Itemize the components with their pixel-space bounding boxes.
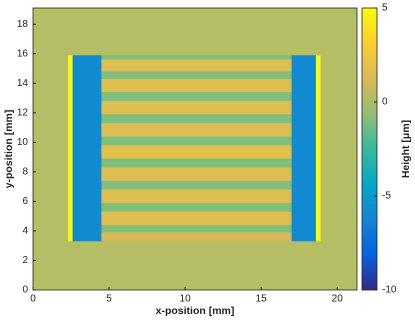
plot-frame	[32, 7, 358, 291]
x-tick-label: 0	[30, 294, 36, 305]
y-tick-label: 4	[22, 226, 28, 237]
y-axis-label: y-position [mm]	[3, 110, 15, 189]
x-tick-label: 5	[106, 294, 112, 305]
y-tick-label: 2	[22, 255, 28, 266]
y-tick-label: 16	[17, 48, 29, 59]
heat-region	[315, 55, 321, 242]
y-tick-label: 10	[17, 137, 29, 148]
colorbar-tick-label: 0	[382, 97, 388, 108]
y-tick-label: 14	[17, 78, 29, 89]
x-tick-label: 20	[332, 294, 344, 305]
colorbar	[361, 7, 378, 291]
heat-region	[72, 55, 102, 242]
colorbar-tick-label: -10	[382, 285, 397, 296]
colorbar-label: Height [μm]	[400, 120, 412, 178]
colorbar-tick-label: 5	[382, 3, 388, 14]
x-tick-label: 10	[180, 294, 192, 305]
y-tick-label: 18	[17, 19, 29, 30]
heat-region	[101, 145, 292, 159]
heat-region	[101, 123, 292, 137]
heat-region	[101, 167, 292, 181]
heat-region	[101, 232, 292, 242]
heat-region	[101, 101, 292, 115]
heat-region	[291, 55, 316, 242]
plot-area	[33, 8, 357, 290]
heat-region	[101, 211, 292, 226]
x-axis-label: x-position [mm]	[156, 305, 235, 317]
y-tick-label: 12	[17, 107, 29, 118]
heat-region	[67, 55, 73, 242]
x-tick-label: 15	[256, 294, 268, 305]
y-tick-label: 6	[22, 196, 28, 207]
y-tick-label: 0	[22, 285, 28, 296]
heat-region	[101, 59, 292, 72]
y-tick-label: 8	[22, 167, 28, 178]
heat-region	[101, 78, 292, 93]
colorbar-tick-label: -5	[382, 191, 391, 202]
heat-region	[101, 189, 292, 203]
